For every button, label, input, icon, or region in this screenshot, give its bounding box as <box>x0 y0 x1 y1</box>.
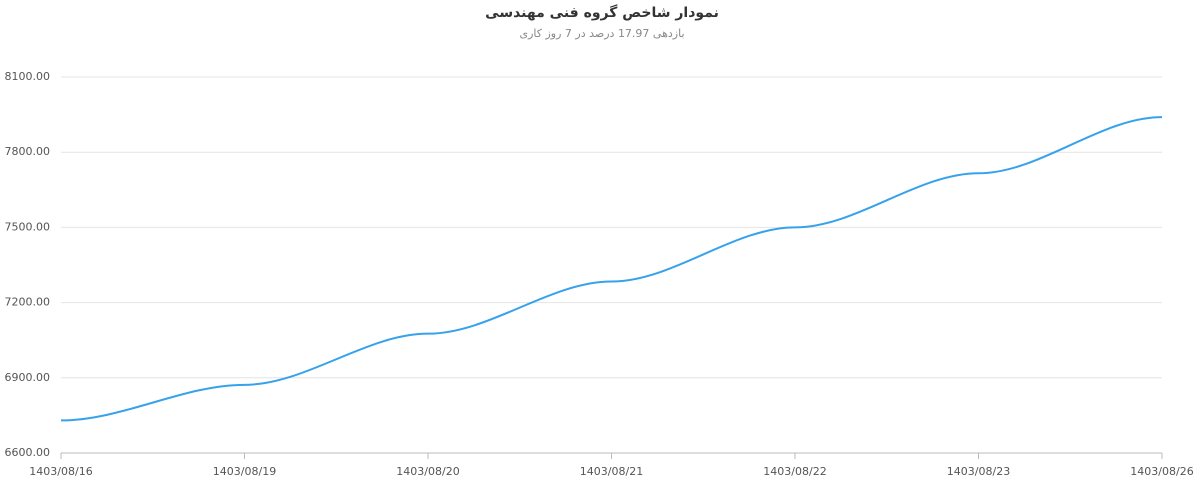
x-tick-label: 1403/08/20 <box>396 465 459 478</box>
y-tick-label: 7800.00 <box>5 145 51 158</box>
y-tick-label: 6900.00 <box>5 371 51 384</box>
chart-title: نمودار شاخص گروه فنی مهندسی <box>485 4 719 21</box>
line-series <box>60 116 1163 422</box>
y-tick-label: 7200.00 <box>5 296 51 309</box>
y-tick-label: 8100.00 <box>5 70 51 83</box>
x-tick-label: 1403/08/19 <box>213 465 276 478</box>
y-tick-label: 7500.00 <box>5 220 51 233</box>
x-tick-label: 1403/08/22 <box>763 465 826 478</box>
x-tick-label: 1403/08/21 <box>580 465 643 478</box>
x-tick-label: 1403/08/16 <box>29 465 92 478</box>
chart-subtitle: بازدهی 17.97 درصد در 7 روز کاری <box>519 27 684 40</box>
x-tick-label: 1403/08/23 <box>947 465 1010 478</box>
y-tick-label: 6600.00 <box>5 446 51 459</box>
x-tick-label: 1403/08/26 <box>1130 465 1193 478</box>
